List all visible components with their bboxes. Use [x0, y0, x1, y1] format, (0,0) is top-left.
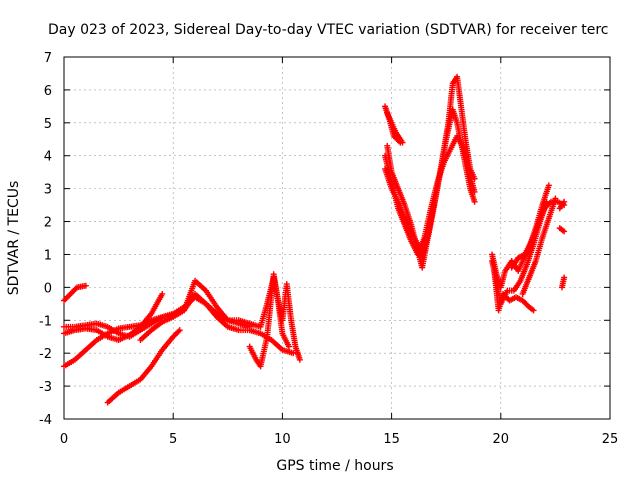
x-axis-label: GPS time / hours	[276, 458, 393, 474]
data-point	[545, 182, 552, 189]
data-point	[296, 356, 303, 363]
data-point	[471, 188, 478, 195]
data-point	[176, 327, 183, 334]
data-track	[519, 195, 559, 297]
data-point	[530, 307, 537, 314]
data-point	[159, 290, 166, 297]
x-tick-label: 0	[60, 432, 68, 447]
data-track	[104, 327, 183, 406]
y-tick-label: 4	[44, 150, 52, 165]
data-track	[558, 274, 568, 291]
data-point	[552, 195, 559, 202]
data-track	[491, 267, 537, 314]
x-tick-label: 15	[383, 432, 400, 447]
x-tick-label: 20	[493, 432, 510, 447]
axis-ticks: 0 5 10 15 20 25 -4 -3 -2 -1 0 1 2 3 4 5 6 7	[39, 51, 618, 447]
chart-title: Day 023 of 2023, Sidereal Day-to-day VTE…	[48, 22, 608, 38]
data-marks	[61, 73, 568, 406]
data-point	[561, 274, 568, 281]
data-track	[382, 132, 478, 258]
y-tick-label: 2	[44, 216, 52, 231]
data-track	[61, 282, 89, 304]
y-tick-label: 3	[44, 183, 52, 198]
x-tick-label: 10	[274, 432, 291, 447]
y-tick-label: 6	[44, 84, 52, 99]
data-point	[290, 350, 297, 357]
data-point	[399, 139, 406, 146]
y-tick-label: 0	[44, 281, 52, 296]
y-tick-label: -1	[39, 314, 52, 329]
plot-frame	[63, 56, 611, 420]
y-tick-label: 5	[44, 117, 52, 132]
x-tick-label: 5	[169, 432, 177, 447]
data-track	[556, 198, 568, 212]
data-point	[471, 175, 478, 182]
data-point	[471, 198, 478, 205]
y-tick-label: -4	[39, 413, 52, 428]
y-tick-label: -3	[39, 380, 52, 395]
data-point	[82, 282, 89, 289]
y-tick-label: -2	[39, 347, 52, 362]
data-track	[61, 290, 166, 344]
y-tick-label: 1	[44, 248, 52, 263]
data-track	[556, 225, 568, 235]
data-track	[61, 290, 297, 370]
data-point	[285, 343, 292, 350]
x-tick-label: 25	[602, 432, 619, 447]
y-axis-label: SDTVAR / TECUs	[6, 181, 22, 296]
data-point	[561, 198, 568, 205]
grid	[64, 57, 610, 419]
data-track	[246, 271, 303, 370]
data-track	[384, 109, 406, 146]
y-tick-label: 7	[44, 51, 52, 66]
data-point	[561, 228, 568, 235]
